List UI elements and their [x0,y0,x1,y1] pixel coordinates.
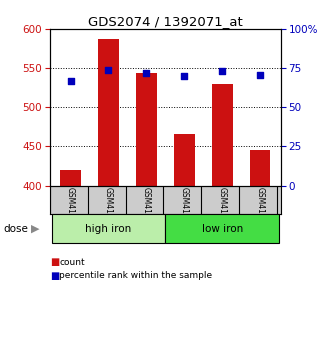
Text: GSM41994: GSM41994 [256,187,265,228]
Point [257,72,263,77]
Text: GSM41990: GSM41990 [104,187,113,228]
Point [182,73,187,79]
Bar [136,73,157,186]
Text: low iron: low iron [202,224,243,234]
Text: GSM41991: GSM41991 [142,187,151,228]
Text: count: count [59,258,85,267]
Text: GSM41993: GSM41993 [218,187,227,228]
Bar [174,134,195,186]
Text: ▶: ▶ [30,224,39,234]
Text: ■: ■ [50,271,59,281]
Text: high iron: high iron [85,224,132,234]
Point [106,67,111,73]
Bar [212,84,233,186]
Bar [250,150,271,186]
Point [144,70,149,76]
Text: dose: dose [3,224,28,234]
Text: ■: ■ [50,257,59,267]
Point [68,78,73,83]
Bar [98,39,119,186]
Point [220,69,225,74]
Text: GSM41992: GSM41992 [180,187,189,228]
Text: percentile rank within the sample: percentile rank within the sample [59,272,213,280]
Title: GDS2074 / 1392071_at: GDS2074 / 1392071_at [88,15,243,28]
Bar [60,170,81,186]
Text: GSM41989: GSM41989 [66,187,75,228]
